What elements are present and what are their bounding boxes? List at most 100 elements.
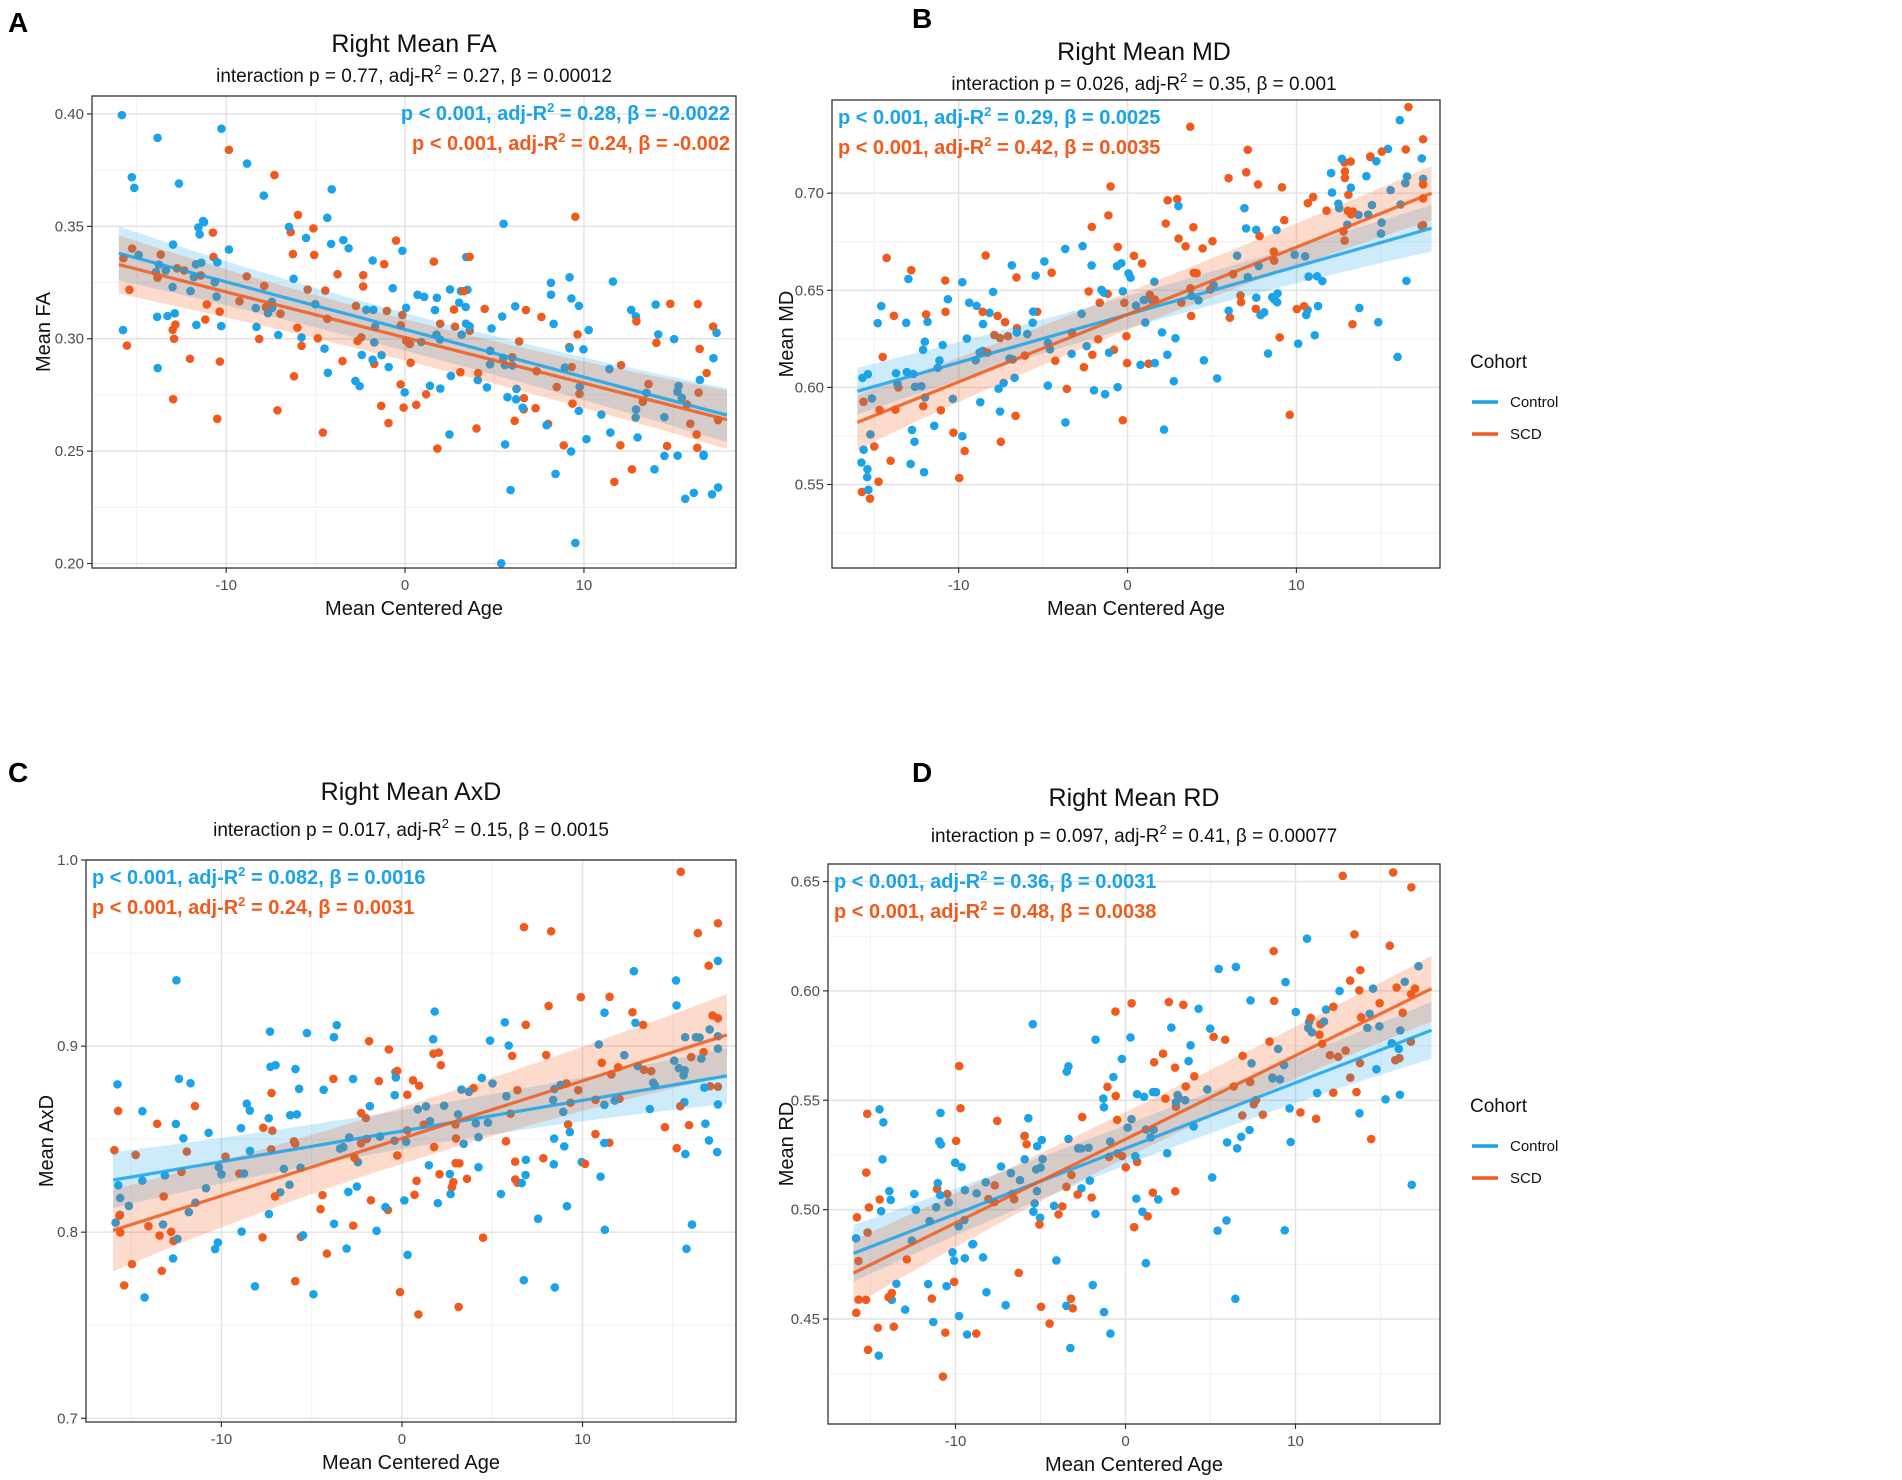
data-point-control xyxy=(1078,241,1087,251)
data-point-control xyxy=(1199,356,1209,365)
data-point-control xyxy=(1171,1097,1181,1107)
x-tick-label: -10 xyxy=(945,1433,967,1450)
data-point-control xyxy=(1035,1213,1045,1222)
data-point-scd xyxy=(224,145,234,155)
data-point-control xyxy=(962,334,972,343)
data-point-control xyxy=(1337,154,1347,164)
data-point-scd xyxy=(414,1310,423,1319)
data-point-scd xyxy=(852,1213,862,1222)
data-point-scd xyxy=(405,339,414,349)
data-point-control xyxy=(161,266,171,275)
data-point-scd xyxy=(293,323,302,332)
data-point-scd xyxy=(1161,1094,1170,1103)
data-point-scd xyxy=(1208,236,1217,246)
y-axis-label: Mean FA xyxy=(33,291,55,372)
legend-title: Cohort xyxy=(1470,1096,1528,1117)
data-point-control xyxy=(329,1219,339,1229)
data-point-control xyxy=(1312,271,1322,281)
data-point-control xyxy=(958,277,967,287)
data-point-scd xyxy=(708,322,718,331)
data-point-scd xyxy=(113,1106,123,1116)
data-point-control xyxy=(566,447,576,456)
y-tick-label: 0.55 xyxy=(795,476,824,493)
data-point-control xyxy=(512,384,521,394)
stat-annotation-scd: p < 0.001, adj-R2 = 0.24, β = 0.0031 xyxy=(92,894,414,919)
data-point-control xyxy=(184,1207,194,1217)
data-point-control xyxy=(213,257,222,267)
data-point-scd xyxy=(1058,1202,1067,1211)
data-point-control xyxy=(957,1162,966,1172)
data-point-control xyxy=(900,1305,910,1314)
data-point-control xyxy=(168,282,177,292)
data-point-control xyxy=(152,312,162,322)
data-point-control xyxy=(265,1027,275,1036)
data-point-control xyxy=(680,1032,690,1042)
data-point-control xyxy=(1377,218,1386,227)
data-point-control xyxy=(504,1041,514,1050)
data-point-control xyxy=(1037,1135,1047,1145)
data-point-scd xyxy=(660,1122,670,1132)
y-tick-label: 0.65 xyxy=(791,874,820,891)
data-point-control xyxy=(201,1183,211,1193)
data-point-control xyxy=(571,538,580,548)
data-point-scd xyxy=(861,1168,871,1177)
data-point-scd xyxy=(1170,1186,1180,1196)
data-point-scd xyxy=(567,362,576,372)
data-point-control xyxy=(910,437,919,447)
data-point-scd xyxy=(1220,1035,1230,1045)
data-point-control xyxy=(245,1146,255,1156)
data-point-control xyxy=(582,434,591,444)
data-point-scd xyxy=(686,1052,696,1062)
data-point-scd xyxy=(1350,930,1359,939)
superscript: 2 xyxy=(984,134,991,149)
data-point-scd xyxy=(1404,102,1413,112)
data-point-scd xyxy=(333,269,342,279)
data-point-control xyxy=(879,1118,888,1127)
data-point-control xyxy=(1402,276,1411,286)
panel-b: B Right Mean MD interaction p = 0.026, adj… xyxy=(776,3,1558,620)
data-point-scd xyxy=(693,928,703,938)
data-point-control xyxy=(600,1138,609,1148)
data-point-control xyxy=(430,1007,439,1016)
data-point-control xyxy=(1061,418,1070,427)
data-point-scd xyxy=(541,1050,551,1060)
subtitle-part: interaction p = 0.77, adj-R xyxy=(216,66,434,87)
data-point-control xyxy=(673,451,682,460)
data-point-control xyxy=(1052,1256,1061,1265)
data-point-control xyxy=(1032,1141,1042,1151)
data-point-control xyxy=(355,381,364,391)
data-point-scd xyxy=(215,307,225,316)
data-point-control xyxy=(935,1190,945,1200)
data-point-control xyxy=(713,483,723,492)
superscript: 2 xyxy=(984,104,991,119)
data-point-control xyxy=(1132,1089,1142,1099)
data-point-scd xyxy=(1164,997,1174,1007)
data-point-scd xyxy=(1122,331,1131,341)
data-point-control xyxy=(1012,328,1022,337)
data-point-control xyxy=(326,239,336,249)
x-axis-label: Mean Centered Age xyxy=(325,598,503,620)
data-point-scd xyxy=(1224,173,1233,183)
x-tick-label: -10 xyxy=(215,577,237,594)
data-point-control xyxy=(445,285,455,294)
data-point-scd xyxy=(396,380,405,389)
data-point-control xyxy=(1085,1176,1095,1185)
data-point-scd xyxy=(152,1119,162,1129)
data-point-control xyxy=(996,1162,1006,1171)
data-point-control xyxy=(1285,1104,1294,1113)
data-point-scd xyxy=(1418,134,1428,144)
data-point-control xyxy=(674,381,683,391)
data-point-control xyxy=(297,333,306,342)
data-point-control xyxy=(424,1160,434,1170)
data-point-control xyxy=(251,303,261,313)
data-point-scd xyxy=(465,252,474,262)
data-point-scd xyxy=(1158,1049,1168,1058)
data-point-control xyxy=(933,1178,943,1188)
data-point-scd xyxy=(1299,301,1309,311)
data-point-control xyxy=(682,1244,691,1254)
data-point-scd xyxy=(936,405,946,415)
data-point-scd xyxy=(886,456,895,466)
data-point-control xyxy=(217,124,226,134)
data-point-scd xyxy=(1047,268,1056,278)
data-point-scd xyxy=(410,1190,419,1200)
